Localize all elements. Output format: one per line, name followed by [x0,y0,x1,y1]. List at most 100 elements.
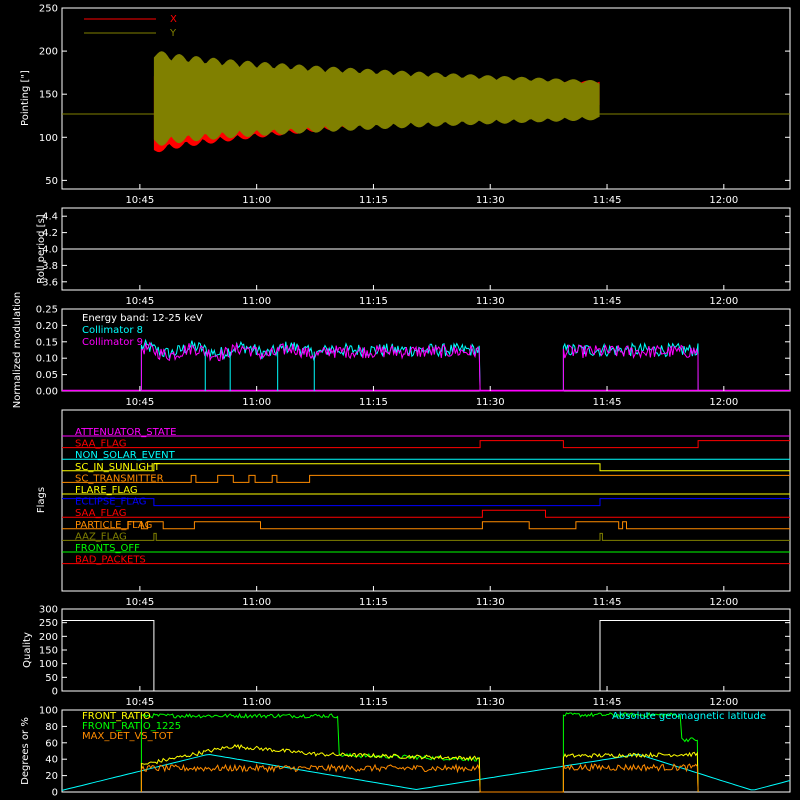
x-tick-label: 11:30 [476,697,505,708]
front-ratio-series [140,744,699,793]
ratios-plot-frame [61,709,791,793]
y-tick-label: 4.0 [42,245,58,256]
legend-collimator9: Collimator 9 [82,337,143,348]
y-tick-label: 3.6 [42,277,58,288]
x-tick-label: 12:00 [709,597,738,608]
y-tick-label: 4.4 [42,212,58,223]
y-tick-label: 300 [39,605,58,616]
y-tick-label: 0.25 [36,305,58,316]
y-tick-label: 150 [39,646,58,657]
y-tick-label: 0.15 [36,337,58,348]
flag-label: FRONTS_OFF [75,543,140,554]
flag-label: SAA_FLAG [75,439,126,450]
y-tick-label: 80 [45,722,58,733]
ratios-panel: 0 20 40 60 80 100 Degrees or % FRONT_RATIO FR… [20,706,791,799]
x-tick-label: 12:00 [709,697,738,708]
legend-front-ratio-1225: FRONT_RATIO_1225 [82,721,181,732]
x-tick-label: 11:00 [242,597,271,608]
geomag-latitude-line [61,753,791,791]
pointing-ylabel: Pointing ["] [20,70,31,126]
y-tick-label: 0.20 [36,321,58,332]
y-tick-label: 0 [52,788,58,799]
flag-label: PARTICLE_FLAG [75,520,152,531]
y-tick-label: 60 [45,738,58,749]
y-tick-label: 0.05 [36,370,58,381]
pointing-panel: 50 100 150 200 250 10:45 11:00 11:15 11:30 11:45… [20,4,791,206]
flag-line [62,532,790,541]
y-tick-label: 3.8 [42,261,58,272]
x-tick-label: 11:00 [242,296,271,307]
front-ratio-1225-series [140,711,699,793]
x-tick-label: 11:30 [476,397,505,408]
ratios-ylabel: Degrees or % [20,717,31,785]
flag-label: SC_TRANSMITTER [75,473,164,484]
y-tick-label: 4.2 [42,228,58,239]
modulation-ylabel: Normalized modulation [12,292,23,409]
flag-label: NON_SOLAR_EVENT [75,450,176,461]
collimator9-series [140,341,699,392]
y-tick-label: 200 [39,632,58,643]
x-tick-label: 11:45 [593,397,622,408]
x-tick-label: 12:00 [709,296,738,307]
max-det-vs-tot-series [140,762,699,793]
y-tick-label: 50 [45,176,58,187]
y-tick-label: 20 [45,771,58,782]
flag-label: FLARE_FLAG [75,485,138,496]
x-tick-label: 10:45 [125,195,154,206]
x-tick-label: 11:15 [359,697,388,708]
x-tick-label: 12:00 [709,397,738,408]
y-tick-label: 0.10 [36,354,58,365]
flags-panel: ATTENUATOR_STATESAA_FLAGNON_SOLAR_EVENTS… [36,409,791,608]
flag-label: ATTENUATOR_STATE [75,427,176,438]
x-tick-label: 10:45 [125,697,154,708]
flags-plot-frame [61,409,791,592]
x-tick-label: 11:30 [476,195,505,206]
x-tick-label: 11:45 [593,597,622,608]
legend-max-det: MAX_DET_VS_TOT [82,731,174,742]
x-tick-label: 11:45 [593,195,622,206]
legend-front-ratio: FRONT_RATIO [82,711,151,722]
x-tick-label: 12:00 [709,195,738,206]
x-tick-label: 11:00 [242,195,271,206]
x-tick-label: 11:15 [359,397,388,408]
flag-label: SAA_FLAG [75,508,126,519]
flag-line [62,474,790,483]
flag-label: ECLIPSE_FLAG [75,497,146,508]
x-tick-label: 11:15 [359,195,388,206]
roll-panel: 3.6 3.8 4.0 4.2 4.4 10:45 11:00 11:15 11:30 11:4… [36,207,791,307]
x-tick-label: 11:30 [476,597,505,608]
x-tick-label: 10:45 [125,296,154,307]
legend-x-label: X [170,14,177,25]
modulation-panel: 0.00 0.05 0.10 0.15 0.20 0.25 10:45 11:00 11:15… [12,292,791,409]
flag-line [62,440,790,449]
y-tick-label: 250 [39,4,58,15]
x-tick-label: 10:45 [125,597,154,608]
geomag-latitude-label: Absolute geomagnetic latitude [612,711,766,722]
y-tick-label: 100 [39,659,58,670]
y-tick-label: 200 [39,47,58,58]
quality-panel: 0 50 100 150 200 250 300 10:45 11:00 11:15 11:30 1… [22,605,791,708]
legend-y-label: Y [169,28,177,39]
flag-line [62,498,790,507]
flag-line [62,521,790,530]
y-tick-label: 0.00 [36,387,58,398]
y-tick-label: 100 [39,133,58,144]
x-tick-label: 11:15 [359,597,388,608]
y-tick-label: 100 [39,706,58,717]
flag-label: SC_IN_SUNLIGHT [75,462,161,473]
pointing-plot-frame [61,7,791,190]
x-tick-label: 10:45 [125,397,154,408]
y-tick-label: 40 [45,755,58,766]
y-tick-label: 0 [52,687,58,698]
flag-line [62,509,790,518]
flags-ylabel: Flags [36,487,47,513]
y-tick-label: 50 [45,673,58,684]
flag-label: BAD_PACKETS [75,555,146,566]
x-tick-label: 11:45 [593,697,622,708]
x-tick-label: 11:00 [242,397,271,408]
x-tick-label: 11:30 [476,296,505,307]
pointing-y-band [153,51,600,146]
quality-ylabel: Quality [22,632,33,668]
modulation-ylabel-text: Normalized modulation [12,292,23,409]
y-tick-label: 150 [39,90,58,101]
